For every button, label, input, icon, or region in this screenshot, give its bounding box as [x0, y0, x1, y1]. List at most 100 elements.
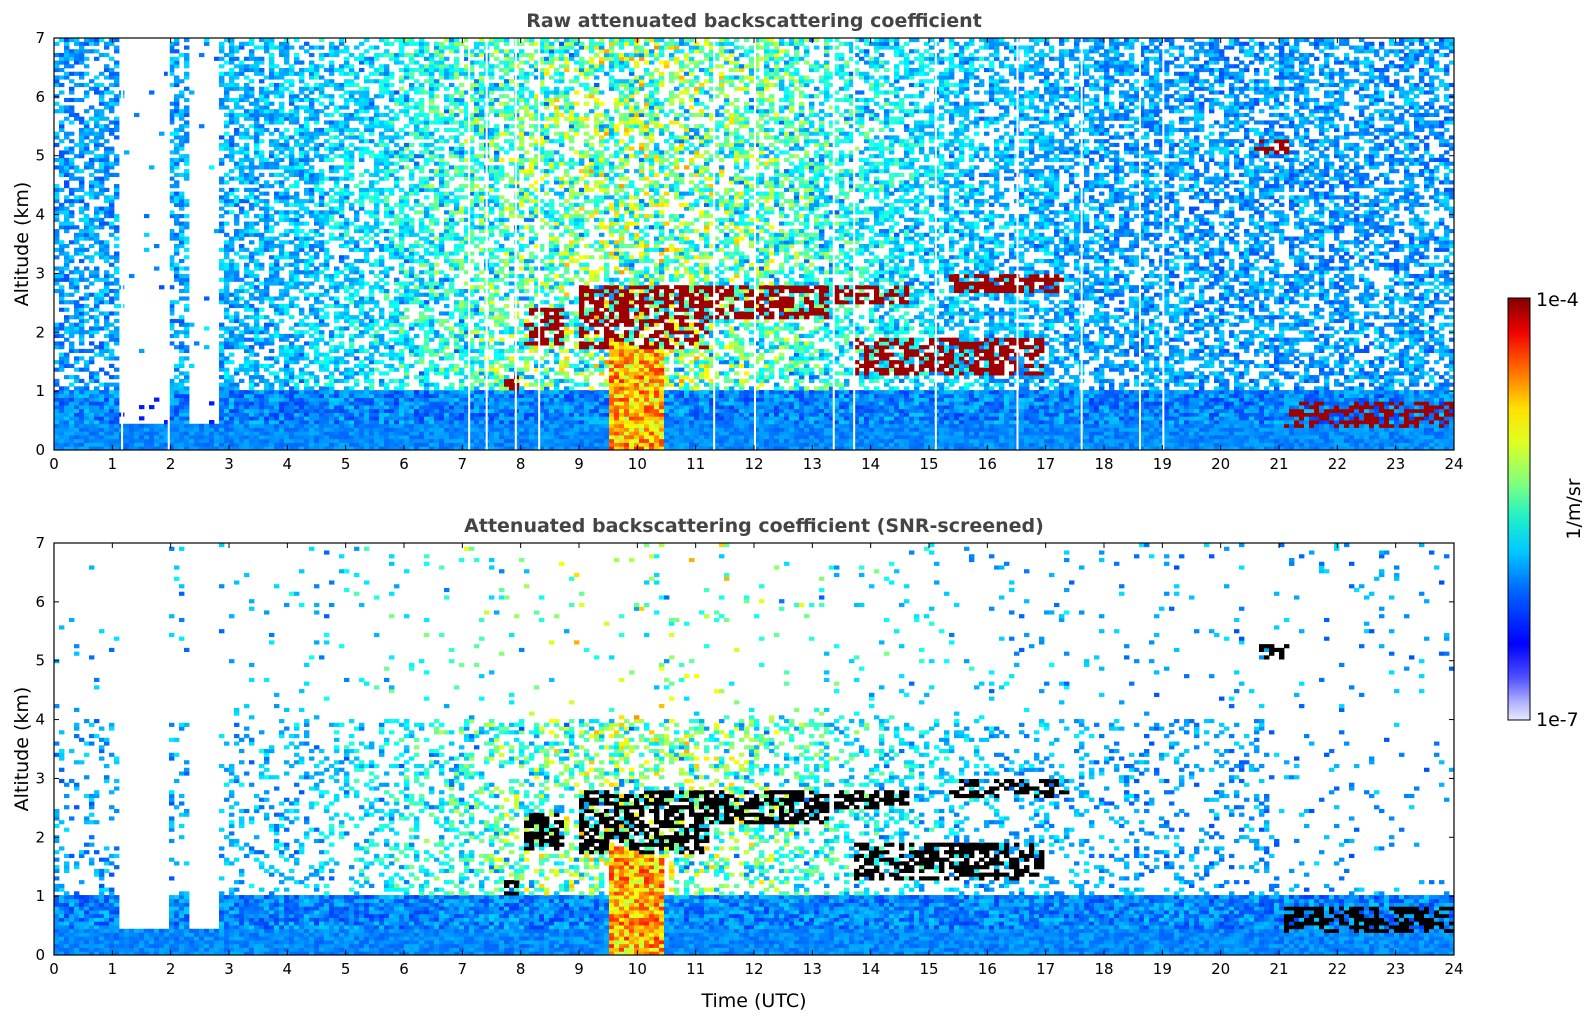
- raw-x-tick-label: 23: [1386, 455, 1405, 473]
- raw-heatmap: [54, 38, 1454, 450]
- screened-x-tick-label: 10: [628, 960, 647, 978]
- screened-x-tick-label: 15: [919, 960, 938, 978]
- raw-y-tick-label: 1: [35, 382, 45, 400]
- x-axis-label: Time (UTC): [700, 990, 806, 1012]
- raw-y-tick-label: 5: [35, 147, 45, 165]
- raw-x-tick-label: 4: [283, 455, 293, 473]
- raw-y-axis: 0 1 2 3 4 5 6 7: [35, 29, 1454, 459]
- screened-x-tick-label: 3: [224, 960, 234, 978]
- colorbar-unit-label: 1/m/sr: [1563, 478, 1585, 539]
- missing-profile-gap: [754, 38, 756, 450]
- missing-profile-gap: [121, 38, 124, 450]
- screened-x-tick-label: 13: [803, 960, 822, 978]
- missing-profile-gap: [1162, 38, 1165, 450]
- raw-x-tick-label: 20: [1211, 455, 1230, 473]
- screened-x-tick-label: 18: [1094, 960, 1113, 978]
- raw-x-tick-label: 17: [1036, 455, 1055, 473]
- raw-x-tick-label: 15: [919, 455, 938, 473]
- missing-profile-gap: [538, 38, 541, 450]
- raw-x-tick-label: 16: [978, 455, 997, 473]
- screened-x-tick-label: 0: [49, 960, 59, 978]
- screened-y-tick-label: 4: [35, 711, 45, 729]
- missing-profile-gap: [485, 38, 488, 450]
- screened-x-tick-label: 16: [978, 960, 997, 978]
- raw-x-tick-label: 6: [399, 455, 409, 473]
- screened-x-tick-label: 5: [341, 960, 351, 978]
- screened-y-tick-label: 0: [35, 946, 45, 964]
- screened-x-tick-label: 19: [1153, 960, 1172, 978]
- screened-y-axis: 0 1 2 3 4 5 6 7: [35, 534, 1454, 964]
- missing-profile-gap: [468, 38, 471, 450]
- screened-y-axis-label: Altitude (km): [11, 687, 33, 812]
- screened-panel: Attenuated backscattering coefficient (S…: [11, 515, 1464, 1012]
- missing-profile-gap: [853, 38, 856, 450]
- raw-x-tick-label: 21: [1269, 455, 1288, 473]
- screened-x-tick-label: 8: [516, 960, 526, 978]
- missing-profile-gap: [713, 38, 716, 450]
- missing-profile-gap: [514, 38, 517, 450]
- raw-x-axis: 0 1 2 3 4 5 6 7 8 9 10 11 12 13 14 15 16 17 18 19 20 21 22 23 24: [49, 38, 1464, 473]
- screened-x-tick-label: 14: [861, 960, 880, 978]
- screened-heatmap: [54, 543, 1454, 955]
- screened-x-tick-label: 11: [686, 960, 705, 978]
- raw-x-tick-label: 19: [1153, 455, 1172, 473]
- raw-x-tick-label: 7: [458, 455, 468, 473]
- missing-profile-gap: [1139, 38, 1141, 450]
- missing-profile-gap: [1080, 38, 1083, 450]
- screened-x-tick-label: 6: [399, 960, 409, 978]
- raw-y-tick-label: 2: [35, 323, 45, 341]
- screened-x-tick-label: 7: [458, 960, 468, 978]
- raw-x-tick-label: 10: [628, 455, 647, 473]
- screened-x-tick-label: 24: [1444, 960, 1463, 978]
- raw-x-tick-label: 2: [166, 455, 176, 473]
- screened-x-tick-label: 21: [1269, 960, 1288, 978]
- missing-profile-gap: [1016, 38, 1019, 450]
- screened-x-tick-label: 22: [1328, 960, 1347, 978]
- raw-x-tick-label: 22: [1328, 455, 1347, 473]
- screened-x-tick-label: 9: [574, 960, 584, 978]
- raw-panel-title: Raw attenuated backscattering coefficien…: [526, 10, 982, 32]
- raw-x-tick-label: 18: [1094, 455, 1113, 473]
- screened-y-tick-label: 7: [35, 534, 45, 552]
- raw-panel: Raw attenuated backscattering coefficien…: [11, 10, 1464, 473]
- missing-profile-gap: [167, 38, 170, 450]
- raw-x-tick-label: 11: [686, 455, 705, 473]
- raw-x-tick-label: 3: [224, 455, 234, 473]
- colorbar-min-label: 1e-7: [1536, 709, 1579, 731]
- raw-x-tick-label: 1: [108, 455, 118, 473]
- raw-y-tick-label: 7: [35, 29, 45, 47]
- raw-y-tick-label: 3: [35, 264, 45, 282]
- screened-x-tick-label: 2: [166, 960, 176, 978]
- screened-x-tick-label: 17: [1036, 960, 1055, 978]
- raw-x-tick-label: 14: [861, 455, 880, 473]
- screened-y-tick-label: 2: [35, 828, 45, 846]
- screened-x-tick-label: 20: [1211, 960, 1230, 978]
- missing-profile-gap: [934, 38, 937, 450]
- screened-y-tick-label: 5: [35, 652, 45, 670]
- screened-panel-title: Attenuated backscattering coefficient (S…: [464, 515, 1044, 537]
- colorbar-max-label: 1e-4: [1536, 289, 1579, 311]
- raw-x-tick-label: 9: [574, 455, 584, 473]
- raw-x-tick-label: 13: [803, 455, 822, 473]
- screened-x-tick-label: 12: [744, 960, 763, 978]
- raw-x-tick-label: 24: [1444, 455, 1463, 473]
- colorbar: 1e-4 1e-7 1/m/sr: [1507, 289, 1585, 731]
- raw-x-tick-label: 0: [49, 455, 59, 473]
- raw-x-tick-label: 8: [516, 455, 526, 473]
- raw-x-tick-label: 5: [341, 455, 351, 473]
- screened-x-tick-label: 1: [108, 960, 118, 978]
- screened-x-tick-label: 4: [283, 960, 293, 978]
- raw-x-tick-label: 12: [744, 455, 763, 473]
- screened-y-tick-label: 6: [35, 593, 45, 611]
- raw-y-tick-label: 0: [35, 441, 45, 459]
- raw-y-axis-label: Altitude (km): [11, 182, 33, 307]
- screened-x-tick-label: 23: [1386, 960, 1405, 978]
- screened-y-tick-label: 3: [35, 769, 45, 787]
- screened-y-tick-label: 1: [35, 887, 45, 905]
- missing-profile-gap: [832, 38, 835, 450]
- raw-y-tick-label: 6: [35, 88, 45, 106]
- screened-x-axis: 0 1 2 3 4 5 6 7 8 9 10 11 12 13 14 15 16 17 18 19 20 21 22 23 24: [49, 543, 1464, 978]
- colorbar-gradient: [1507, 297, 1531, 721]
- raw-y-tick-label: 4: [35, 206, 45, 224]
